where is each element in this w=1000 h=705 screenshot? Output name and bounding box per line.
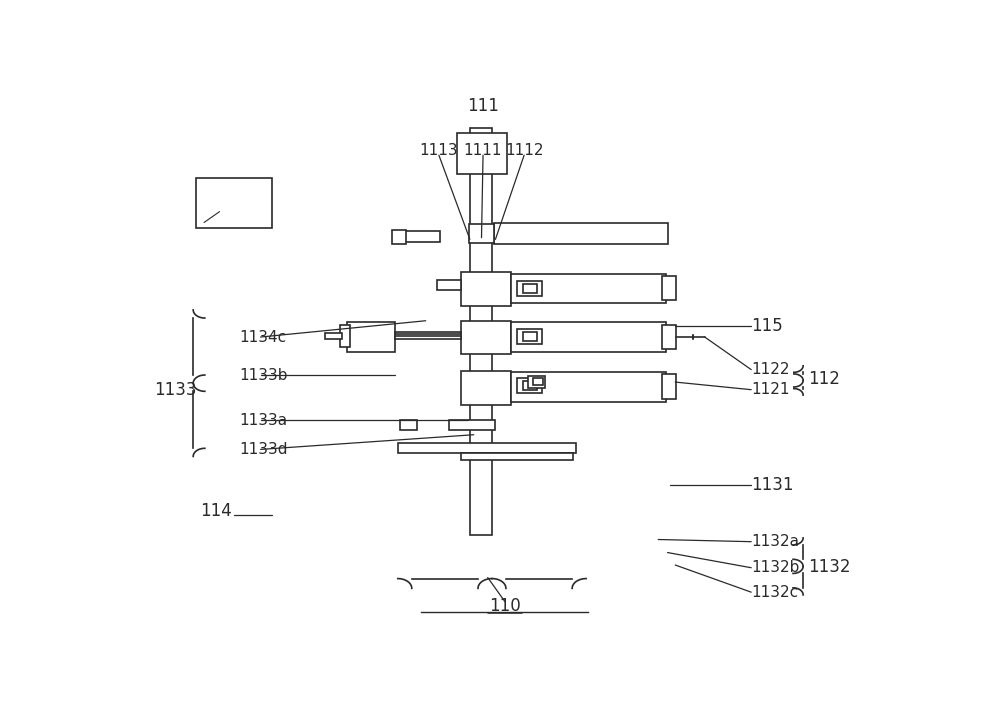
Bar bbox=[398, 443, 576, 453]
Text: 1122: 1122 bbox=[751, 362, 790, 377]
Text: 1132a: 1132a bbox=[751, 534, 799, 549]
Text: 1132: 1132 bbox=[809, 558, 851, 576]
Bar bbox=[461, 321, 511, 355]
Bar bbox=[400, 419, 417, 430]
Bar bbox=[523, 284, 537, 293]
Bar bbox=[392, 230, 406, 244]
Text: 1133a: 1133a bbox=[240, 412, 288, 427]
Text: 112: 112 bbox=[809, 370, 840, 388]
Text: 1132b: 1132b bbox=[751, 560, 800, 575]
Bar bbox=[511, 322, 666, 352]
Bar bbox=[511, 274, 666, 303]
Bar bbox=[662, 324, 676, 349]
Bar bbox=[395, 332, 461, 334]
Bar bbox=[402, 231, 440, 242]
Bar bbox=[517, 329, 542, 344]
Text: 111: 111 bbox=[467, 97, 499, 116]
Bar bbox=[461, 453, 573, 460]
Text: 1133b: 1133b bbox=[240, 367, 288, 383]
Bar bbox=[340, 325, 350, 347]
Text: 1131: 1131 bbox=[751, 476, 794, 494]
Text: 1111: 1111 bbox=[464, 143, 502, 159]
Bar bbox=[395, 336, 461, 338]
Text: 114: 114 bbox=[201, 502, 232, 520]
Bar bbox=[523, 381, 537, 390]
Text: 115: 115 bbox=[751, 317, 783, 335]
Bar bbox=[533, 378, 543, 386]
Text: 110: 110 bbox=[489, 596, 521, 615]
Text: 1113: 1113 bbox=[420, 143, 458, 159]
Bar bbox=[528, 376, 545, 388]
Bar bbox=[494, 223, 668, 244]
Text: 1121: 1121 bbox=[751, 382, 790, 397]
Text: 1112: 1112 bbox=[505, 143, 543, 159]
Text: 1133: 1133 bbox=[154, 381, 197, 399]
Text: 1133d: 1133d bbox=[240, 442, 288, 457]
Bar bbox=[457, 133, 507, 174]
Bar bbox=[325, 333, 342, 339]
Bar bbox=[469, 224, 494, 243]
Bar bbox=[449, 419, 495, 430]
Bar bbox=[511, 372, 666, 402]
Bar bbox=[517, 281, 542, 296]
Bar bbox=[461, 272, 511, 305]
Bar bbox=[662, 276, 676, 300]
Bar bbox=[196, 178, 272, 228]
Bar bbox=[470, 128, 492, 535]
Bar bbox=[437, 280, 461, 290]
Bar bbox=[523, 332, 537, 341]
Bar bbox=[662, 374, 676, 399]
Text: 1132c: 1132c bbox=[751, 584, 798, 600]
Bar bbox=[347, 322, 395, 352]
Bar bbox=[461, 372, 511, 405]
Bar bbox=[517, 378, 542, 393]
Text: 1134c: 1134c bbox=[240, 329, 287, 345]
